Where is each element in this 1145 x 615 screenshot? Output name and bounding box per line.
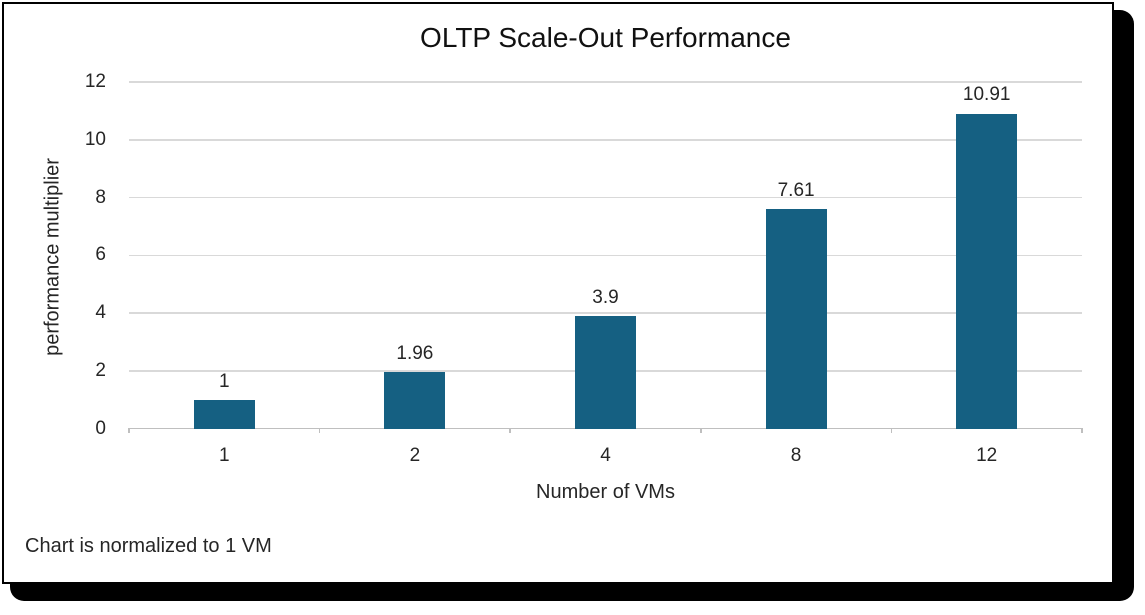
axis-tick-mark bbox=[890, 427, 893, 433]
axis-tick-mark bbox=[318, 427, 321, 433]
y-tick-label: 0 bbox=[95, 417, 106, 439]
bar-2-vms bbox=[384, 372, 446, 429]
bar-value-label: 10.91 bbox=[962, 84, 1011, 106]
gridline-y12 bbox=[129, 81, 1082, 83]
x-tick-label: 1 bbox=[219, 445, 230, 466]
y-tick-label: 12 bbox=[84, 71, 106, 92]
x-tick-label: 12 bbox=[976, 445, 998, 466]
chart-title: OLTP Scale-Out Performance bbox=[420, 22, 791, 53]
axis-tick-mark bbox=[1081, 427, 1083, 433]
gridline-y6 bbox=[129, 254, 1082, 256]
axis-tick-mark bbox=[128, 427, 130, 433]
axis-tick-mark bbox=[700, 427, 702, 433]
y-tick-label: 8 bbox=[95, 186, 106, 208]
bar-value-label: 1.96 bbox=[396, 342, 434, 364]
bar-1-vms bbox=[193, 400, 255, 429]
x-tick-label: 8 bbox=[790, 445, 802, 466]
y-tick-label: 4 bbox=[95, 302, 106, 323]
gridline-y4 bbox=[129, 312, 1082, 314]
y-tick-label: 10 bbox=[84, 128, 106, 150]
y-tick-label: 2 bbox=[95, 359, 106, 381]
y-tick-label: 6 bbox=[95, 244, 106, 266]
chart-window: OLTP Scale-Out Performance performance m… bbox=[2, 2, 1114, 584]
bar-value-label: 3.9 bbox=[592, 286, 619, 308]
x-axis-title: Number of VMs bbox=[536, 481, 675, 503]
bar-4-vms bbox=[575, 316, 636, 429]
bar-12-vms bbox=[956, 113, 1018, 429]
x-tick-label: 4 bbox=[600, 445, 611, 466]
plot-area bbox=[128, 81, 1083, 433]
bar-value-label: 7.61 bbox=[777, 179, 815, 201]
gridline-y10 bbox=[129, 139, 1082, 141]
chart-area: OLTP Scale-Out Performance performance m… bbox=[4, 4, 1112, 582]
chart-note: Chart is normalized to 1 VM bbox=[25, 535, 272, 557]
bar-8-vms bbox=[765, 209, 827, 429]
gridline-y8 bbox=[129, 196, 1082, 199]
x-tick-label: 2 bbox=[409, 445, 421, 466]
bar-value-label: 1 bbox=[219, 370, 230, 392]
axis-tick-mark bbox=[509, 427, 511, 433]
